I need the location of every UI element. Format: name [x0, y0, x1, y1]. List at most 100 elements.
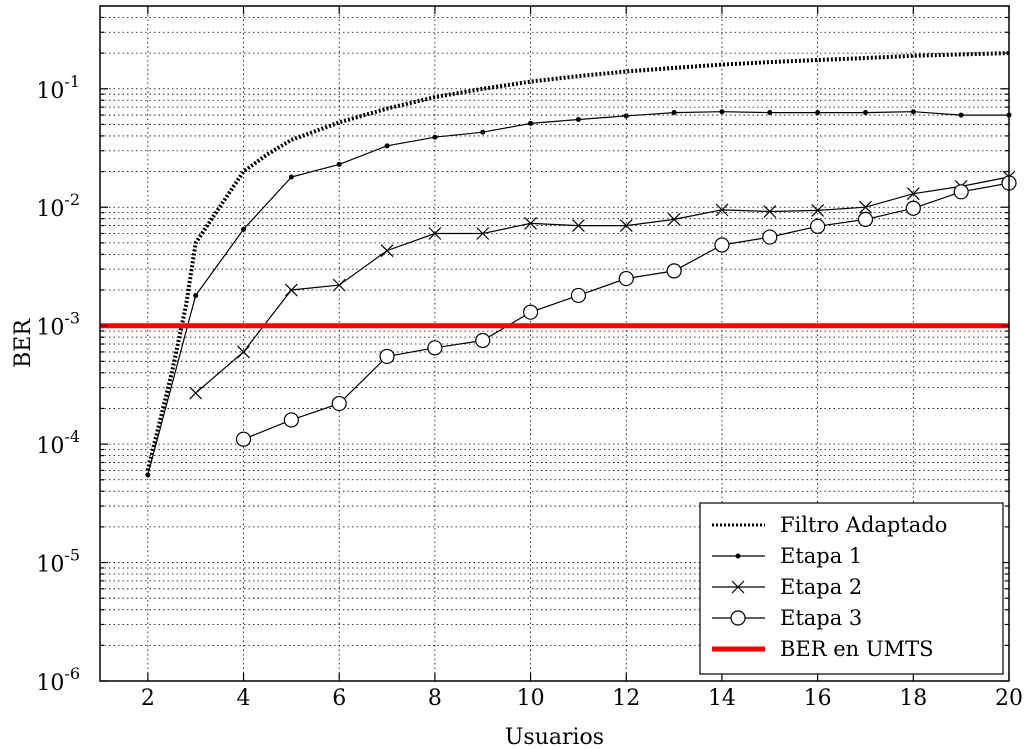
x-tick-label: 10	[517, 686, 545, 711]
x-tick-label: 18	[899, 686, 927, 711]
x-tick-label: 12	[612, 686, 640, 711]
data-point	[336, 161, 342, 167]
data-point	[857, 211, 874, 227]
data-point	[284, 283, 298, 297]
data-point-stroke	[763, 205, 777, 218]
data-point	[237, 345, 250, 359]
data-point	[524, 216, 538, 230]
x-tick-label: 14	[708, 686, 736, 711]
data-point	[145, 472, 151, 478]
data-point-stroke	[524, 216, 538, 230]
data-point-stroke	[667, 212, 681, 226]
y-tick-label: 10-2	[36, 190, 80, 222]
legend: Filtro Adaptado Etapa 1 Etapa 2 Etapa 3 BER …	[699, 502, 1004, 675]
data-point	[480, 129, 486, 135]
data-point	[735, 553, 741, 559]
data-point	[189, 386, 203, 400]
data-point	[859, 200, 872, 214]
series-1	[145, 51, 1010, 471]
y-tick-label: 10-1	[36, 72, 80, 104]
data-point	[910, 109, 916, 115]
data-point	[763, 205, 777, 218]
data-point	[666, 263, 682, 279]
data-point	[762, 229, 778, 245]
data-point	[730, 610, 746, 626]
legend-box	[699, 502, 1004, 675]
data-point-stroke	[476, 227, 490, 240]
data-point-stroke	[715, 203, 729, 217]
y-axis-label: BER	[11, 318, 36, 368]
data-point	[570, 287, 587, 304]
data-point	[380, 244, 394, 258]
data-point-stroke	[571, 219, 585, 233]
data-point-stroke	[189, 386, 203, 400]
data-point	[575, 117, 581, 123]
data-point-stroke	[619, 219, 633, 233]
data-point	[958, 112, 964, 118]
data-point	[767, 110, 773, 116]
data-point-stroke	[428, 227, 442, 240]
data-point	[235, 431, 252, 447]
data-point	[815, 110, 821, 116]
data-point	[528, 120, 534, 126]
data-point	[862, 110, 868, 116]
data-point	[331, 395, 347, 412]
legend-label: Etapa 1	[780, 544, 862, 568]
data-point	[623, 113, 629, 119]
legend-item: Filtro Adaptado	[712, 513, 947, 537]
data-point-stroke	[332, 278, 346, 292]
data-point-stroke	[859, 200, 872, 214]
data-point	[427, 340, 443, 356]
data-point	[618, 270, 634, 287]
data-point-stroke	[237, 345, 250, 359]
legend-label: Etapa 3	[780, 606, 862, 630]
x-axis-label: Usuarios	[505, 725, 604, 749]
y-tick-label: 10-3	[36, 309, 80, 341]
data-point	[953, 184, 969, 200]
data-point	[476, 227, 490, 240]
data-point-stroke	[731, 580, 745, 594]
x-tick-label: 2	[141, 686, 155, 711]
data-point	[719, 109, 725, 115]
data-point	[731, 580, 745, 594]
data-point-stroke	[380, 244, 394, 258]
data-point	[432, 134, 438, 140]
x-tick-label: 16	[804, 686, 832, 711]
x-tick-label: 20	[995, 686, 1023, 711]
legend-item: Etapa 3	[712, 606, 862, 630]
series-4	[235, 175, 1017, 447]
y-tick-label: 10-5	[36, 546, 80, 578]
x-tick-label: 4	[237, 686, 251, 711]
data-point-stroke	[284, 283, 298, 297]
data-point	[671, 110, 677, 116]
data-point	[811, 203, 825, 217]
data-point	[522, 304, 539, 320]
data-point	[810, 218, 826, 234]
series-3	[189, 170, 1016, 400]
data-point	[379, 348, 395, 365]
data-point	[715, 203, 729, 217]
series-2	[145, 109, 1012, 478]
data-point-stroke	[811, 203, 825, 217]
data-point	[714, 237, 730, 253]
data-point	[428, 227, 442, 240]
data-point	[384, 143, 390, 149]
series-line	[145, 51, 1010, 471]
data-point	[667, 212, 681, 226]
legend-item: Etapa 1	[712, 544, 862, 568]
series-layer	[100, 51, 1017, 478]
y-tick-label: 10-4	[36, 427, 80, 459]
data-point	[288, 174, 294, 180]
series-line	[195, 176, 1010, 394]
y-tick-label: 10-6	[36, 664, 80, 696]
data-point	[619, 219, 633, 233]
legend-item: BER en UMTS	[712, 637, 933, 661]
data-point	[332, 278, 346, 292]
legend-label: Filtro Adaptado	[780, 513, 947, 537]
legend-label: Etapa 2	[780, 575, 862, 599]
data-point	[571, 219, 585, 233]
legend-item: Etapa 2	[712, 575, 862, 599]
data-point	[241, 226, 247, 232]
x-tick-label: 8	[428, 686, 442, 711]
